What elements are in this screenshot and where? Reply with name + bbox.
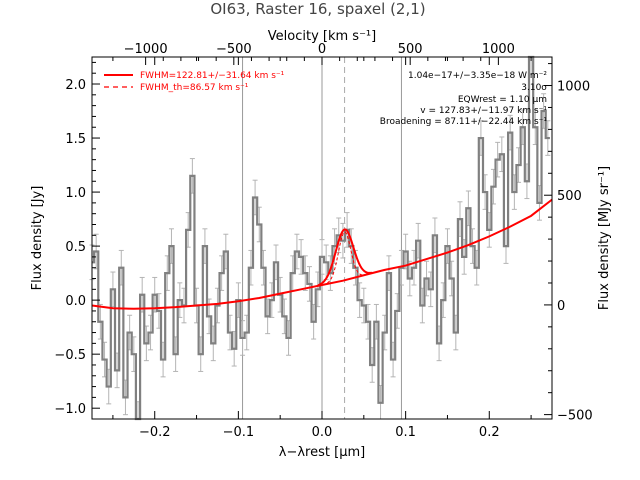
y-tick-label: −1.0 xyxy=(54,402,86,417)
right-tick-label: 500 xyxy=(557,189,582,204)
y-tick-label: 2.0 xyxy=(65,78,86,93)
top-tick-label: −1000 xyxy=(124,42,168,57)
annotation-flux: 1.04e−17+/−3.35e−18 W m⁻² xyxy=(408,71,547,81)
spectrum-line xyxy=(92,55,550,421)
y-axis-label: Flux density [Jy] xyxy=(30,186,45,291)
y-tick-label: 1.0 xyxy=(65,186,86,201)
right-tick-label: 1000 xyxy=(557,80,590,95)
x-tick-label: 0.0 xyxy=(312,425,333,440)
x-tick-label: −0.2 xyxy=(139,425,171,440)
spectrum-series xyxy=(92,55,550,421)
x-axis-label: λ−λrest [μm] xyxy=(279,445,365,460)
axis-ticks: −0.2 −0.1 0.0 0.1 0.2 −1000 −500 0 500 1000 −1.0 −0… xyxy=(54,42,592,440)
annotation-eqw: EQWrest = 1.10 μm xyxy=(458,95,547,105)
legend-label-fwhm: FWHM=122.81+/−31.64 km s⁻¹ xyxy=(140,71,285,81)
fit-annotations: 1.04e−17+/−3.35e−18 W m⁻² 3.10σ EQWrest … xyxy=(380,71,548,127)
baseline-fit xyxy=(91,198,553,310)
annotation-velocity: v = 127.83+/−11.97 km s⁻¹ xyxy=(420,106,547,116)
y-tick-label: 1.5 xyxy=(65,132,86,147)
right-tick-label: −500 xyxy=(557,409,593,424)
x-tick-label: −0.1 xyxy=(223,425,255,440)
y-tick-label: −0.5 xyxy=(54,348,86,363)
top-tick-label: 500 xyxy=(398,42,423,57)
fit-series xyxy=(91,198,553,310)
top-tick-label: 0 xyxy=(318,42,326,57)
thermal-fit xyxy=(317,231,373,287)
annotation-broadening: Broadening = 87.11+/−22.44 km s⁻¹ xyxy=(380,117,548,127)
right-tick-label: 0 xyxy=(557,299,565,314)
chart-title: OI63, Raster 16, spaxel (2,1) xyxy=(210,0,425,18)
y-tick-label: 0.0 xyxy=(65,294,86,309)
right-axis-label: Flux density [MJy sr⁻¹] xyxy=(597,166,612,310)
top-tick-label: 1000 xyxy=(482,42,515,57)
top-tick-label: −500 xyxy=(216,42,252,57)
x-tick-label: 0.2 xyxy=(479,425,500,440)
legend-label-fwhm-th: FWHM_th=86.57 km s⁻¹ xyxy=(140,83,249,93)
y-tick-label: 0.5 xyxy=(65,240,86,255)
legend: FWHM=122.81+/−31.64 km s⁻¹ FWHM_th=86.57… xyxy=(104,71,285,93)
annotation-sigma: 3.10σ xyxy=(521,83,547,93)
x-tick-label: 0.1 xyxy=(395,425,416,440)
gaussian-fit xyxy=(317,228,373,287)
top-axis-label: Velocity [km s⁻¹] xyxy=(268,29,376,44)
